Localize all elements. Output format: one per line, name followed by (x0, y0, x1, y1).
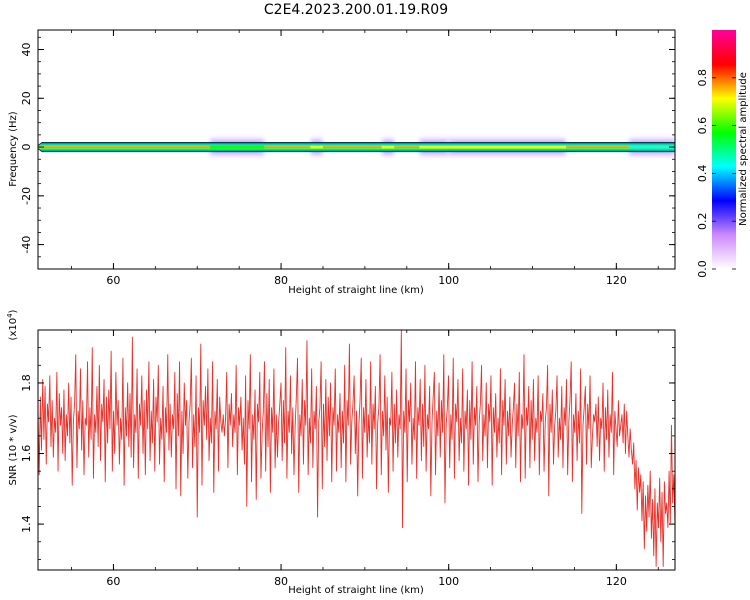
spectrogram-weak-segment (628, 145, 675, 149)
figure-title: C2E4.2023.200.01.19.R09 (264, 2, 448, 18)
spectrogram-weak-segment (448, 145, 567, 149)
snr-multiplier: (x104) (6, 309, 19, 340)
snr-xtick-label: 80 (274, 575, 288, 588)
colorbar-tick-label: 0.6 (696, 117, 709, 135)
spectrogram-weak-segment (209, 145, 265, 149)
spectrogram-xtick-label: 100 (438, 274, 459, 287)
spectrogram-weak-segment (381, 145, 395, 149)
spectrogram-main-band (38, 142, 675, 153)
snr-multiplier-text: (x104) (6, 309, 19, 340)
spectrogram-band (38, 142, 675, 153)
colorbar-tick-label: 0.4 (696, 165, 709, 183)
snr-frame (37, 329, 676, 571)
colorbar-tick-label: 0.2 (696, 212, 709, 230)
colorbar-ticks: 0.0 0.2 0.4 0.6 0.8 (696, 69, 736, 278)
spectrogram-xtick-label: 80 (274, 274, 288, 287)
snr-ytick-label: 1.4 (20, 515, 33, 533)
spectrogram-frame (37, 29, 676, 270)
colorbar-tick-label: 0.8 (696, 69, 709, 87)
spectrogram-weak-segment (310, 145, 323, 149)
snr-series-line (38, 330, 675, 567)
spectrogram-ytick-label: 40 (20, 43, 33, 57)
spectrogram-panel: 60 80 100 120 40 20 0 -20 -40 Frequency (Hz) Hei… (8, 29, 676, 296)
spectrogram-ytick-label: -20 (20, 187, 33, 205)
colorbar-label: Normalized spectral amplitude (738, 72, 749, 226)
spectrogram-ytick-label: 20 (20, 91, 33, 105)
snr-multiplier-close: ) (8, 309, 19, 313)
snr-axes: 60 80 100 120 1.4 1.6 1.8 (20, 329, 675, 588)
colorbar-tick-label: 0.0 (696, 260, 709, 278)
spectrogram-weak-segment (419, 145, 449, 149)
snr-xlabel: Height of straight line (km) (288, 585, 424, 596)
spectrogram-xlabel: Height of straight line (km) (288, 285, 424, 296)
spectrogram-ytick-label: -40 (20, 236, 33, 254)
spectrogram-ytick-label: 0 (20, 144, 33, 151)
snr-ytick-label: 1.8 (20, 374, 33, 392)
snr-multiplier-exp: 4 (6, 313, 14, 318)
colorbar-gradient (712, 30, 736, 269)
snr-xtick-label: 60 (106, 575, 120, 588)
spectrogram-xtick-label: 120 (606, 274, 627, 287)
snr-ytick-label: 1.6 (20, 445, 33, 463)
snr-multiplier-open: (x10 (8, 318, 19, 341)
spectrogram-ylabel: Frequency (Hz) (8, 111, 19, 187)
colorbar: 0.0 0.2 0.4 0.6 0.8 Normalized spectral ampl… (696, 30, 749, 278)
spectrogram-axes: 60 80 100 120 40 20 0 -20 -40 (20, 30, 675, 287)
snr-panel: 60 80 100 120 1.4 1.6 1.8 SNR (10 * v/v) (x104… (6, 309, 676, 596)
spectrogram-xtick-label: 60 (106, 274, 120, 287)
snr-ylabel: SNR (10 * v/v) (8, 414, 19, 485)
snr-xtick-label: 100 (438, 575, 459, 588)
snr-xtick-label: 120 (606, 575, 627, 588)
